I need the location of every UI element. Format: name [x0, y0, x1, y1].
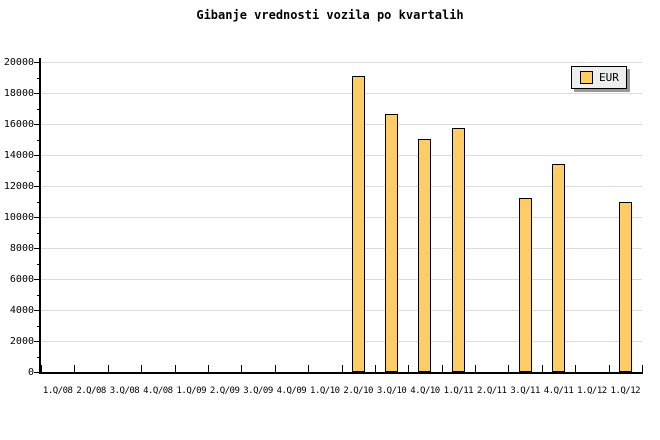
x-axis-tick	[475, 365, 477, 372]
y-axis-label: 16000	[3, 119, 34, 130]
x-axis-label: 1.Q/09	[176, 386, 206, 396]
y-axis-tick	[34, 310, 41, 311]
x-axis-tick	[274, 365, 276, 372]
x-axis-tick	[441, 365, 443, 372]
x-axis-tick	[308, 365, 310, 372]
y-axis-label: 14000	[3, 150, 34, 161]
bar-1.Q/11	[451, 128, 465, 372]
y-gridline	[41, 279, 642, 280]
y-axis-label: 20000	[3, 57, 34, 68]
x-axis-label: 2.Q/08	[76, 386, 106, 396]
y-gridline	[41, 93, 642, 94]
y-gridline	[41, 248, 642, 249]
bar-2.Q/10	[351, 76, 365, 372]
legend-box: EUR	[571, 66, 627, 89]
x-axis-tick	[508, 365, 510, 372]
x-axis-tick	[374, 365, 376, 372]
y-gridline	[41, 217, 642, 218]
y-axis-tick	[34, 62, 41, 63]
y-gridline	[41, 155, 642, 156]
bar-1.Q/12	[618, 202, 632, 372]
x-axis-tick	[341, 365, 343, 372]
y-axis-label: 2000	[9, 336, 34, 347]
y-axis-line	[39, 58, 41, 374]
x-axis-line	[39, 372, 643, 374]
x-axis-label: 1.Q/11	[443, 386, 474, 396]
y-axis-tick	[34, 372, 41, 373]
x-axis-tick	[575, 365, 577, 372]
y-axis-label: 4000	[9, 305, 34, 316]
y-axis-label: 18000	[3, 88, 34, 99]
y-axis-tick	[34, 341, 41, 342]
x-axis-tick	[41, 365, 42, 372]
x-axis-tick	[541, 365, 543, 372]
x-axis-label: 4.Q/09	[276, 386, 307, 396]
x-axis-tick	[608, 365, 610, 372]
x-axis-label: 3.Q/09	[243, 386, 273, 396]
y-axis-label: 6000	[9, 274, 34, 285]
x-axis-label: 1.Q/12	[577, 386, 607, 396]
y-axis-label: 0	[27, 367, 34, 378]
x-axis-label: 3.Q/11	[510, 386, 540, 396]
x-axis-label: 4.Q/10	[410, 386, 440, 396]
y-axis-tick	[34, 279, 41, 280]
y-axis-tick	[34, 155, 41, 156]
x-axis-tick	[174, 365, 176, 372]
y-gridline	[41, 62, 642, 63]
y-gridline	[41, 124, 642, 125]
bar-4.Q/10	[418, 139, 432, 372]
x-axis-label: 1.Q/12	[610, 386, 641, 396]
y-axis-tick	[34, 248, 41, 249]
x-axis-label: 4.Q/11	[543, 386, 574, 396]
bar-3.Q/11	[518, 198, 532, 372]
y-axis-tick	[34, 93, 41, 94]
x-axis-tick	[207, 365, 209, 372]
y-axis-tick	[34, 186, 41, 187]
x-axis-label: 1.Q/08	[42, 386, 73, 396]
x-axis-tick	[107, 365, 109, 372]
x-axis-tick	[642, 365, 643, 372]
y-axis-tick	[34, 217, 41, 218]
y-axis-label: 10000	[3, 212, 34, 223]
x-axis-label: 4.Q/08	[143, 386, 173, 396]
y-axis-tick	[34, 124, 41, 125]
x-axis-label: 3.Q/10	[376, 386, 407, 396]
x-axis-label: 3.Q/08	[109, 386, 140, 396]
x-axis-label: 2.Q/09	[209, 386, 240, 396]
x-axis-tick	[408, 365, 410, 372]
x-axis-tick	[241, 365, 243, 372]
y-axis-label: 12000	[3, 181, 34, 192]
x-axis-tick	[74, 365, 76, 372]
chart-title: Gibanje vrednosti vozila po kvartalih	[196, 8, 464, 22]
x-axis-tick	[141, 365, 143, 372]
bar-4.Q/11	[552, 164, 566, 372]
x-axis-label: 1.Q/10	[310, 386, 340, 396]
y-axis-label: 8000	[9, 243, 34, 254]
x-axis-label: 2.Q/10	[343, 386, 373, 396]
bar-3.Q/10	[385, 114, 399, 372]
eur-series-swatch	[580, 71, 593, 84]
x-axis-label: 2.Q/11	[476, 386, 507, 396]
y-gridline	[41, 310, 642, 311]
y-gridline	[41, 186, 642, 187]
y-gridline	[41, 341, 642, 342]
legend-label: EUR	[599, 71, 619, 84]
